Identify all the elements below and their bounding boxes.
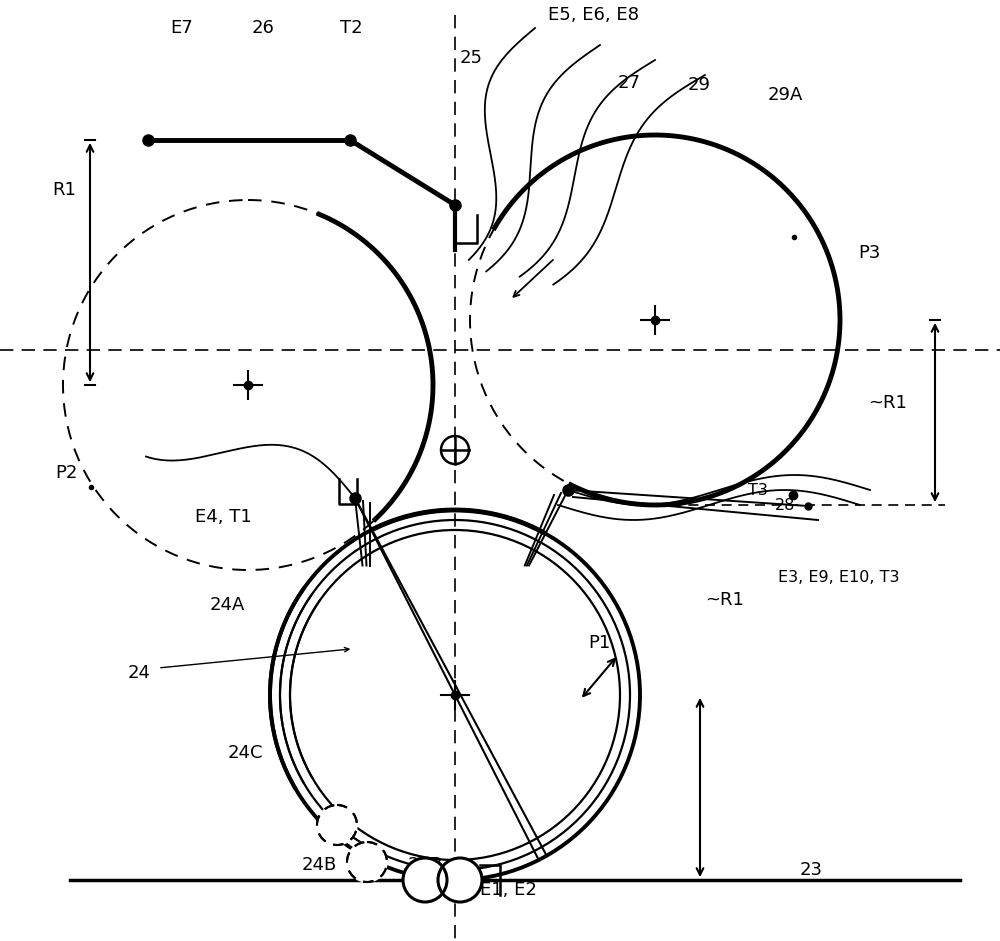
Text: E7: E7 bbox=[170, 19, 193, 37]
Text: T2: T2 bbox=[340, 19, 363, 37]
Text: 24B: 24B bbox=[408, 856, 443, 874]
Circle shape bbox=[403, 858, 447, 902]
Text: ~R1: ~R1 bbox=[705, 591, 744, 609]
Circle shape bbox=[317, 805, 357, 845]
Text: E3, E9, E10, T3: E3, E9, E10, T3 bbox=[778, 570, 900, 585]
Text: R1: R1 bbox=[52, 181, 76, 199]
Circle shape bbox=[438, 858, 482, 902]
Text: P1: P1 bbox=[588, 634, 610, 652]
Text: P3: P3 bbox=[858, 244, 880, 262]
Circle shape bbox=[347, 842, 387, 882]
Text: 24A: 24A bbox=[210, 596, 245, 614]
Text: 24B: 24B bbox=[302, 856, 337, 874]
Text: ~R1: ~R1 bbox=[868, 394, 907, 412]
Text: 24C: 24C bbox=[228, 744, 264, 762]
Text: E5, E6, E8: E5, E6, E8 bbox=[548, 6, 639, 24]
Text: 29A: 29A bbox=[768, 86, 803, 104]
Text: E4, T1: E4, T1 bbox=[195, 508, 252, 526]
Text: 26: 26 bbox=[252, 19, 275, 37]
Text: P2: P2 bbox=[55, 464, 77, 482]
Text: 23: 23 bbox=[800, 861, 823, 879]
Text: 25: 25 bbox=[460, 49, 483, 67]
Text: T3: T3 bbox=[748, 483, 768, 498]
Text: E1, E2: E1, E2 bbox=[480, 881, 537, 899]
Text: 27: 27 bbox=[618, 74, 641, 92]
Text: 29: 29 bbox=[688, 76, 711, 94]
Text: 28: 28 bbox=[775, 498, 795, 513]
Text: 24: 24 bbox=[128, 664, 151, 682]
